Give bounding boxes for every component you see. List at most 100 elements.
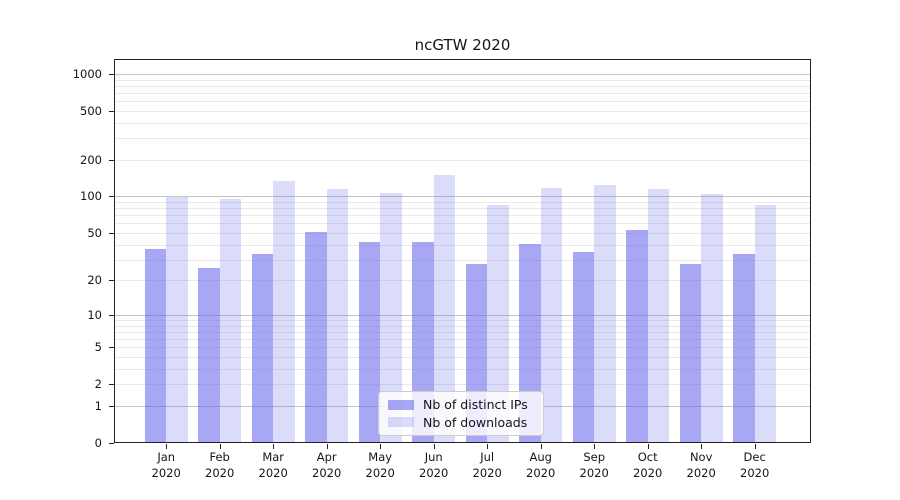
- gridline-900: [115, 79, 810, 81]
- y-tick-label-10: 10: [87, 307, 102, 322]
- y-tick-mark-100: [109, 196, 114, 198]
- y-tick-label-50: 50: [87, 225, 102, 240]
- gridline-9: [115, 320, 810, 321]
- bar-downloads-nov: [701, 193, 723, 442]
- x-tick-label-feb: Feb 2020: [205, 450, 235, 480]
- x-tick-mark-jul: [487, 444, 489, 449]
- legend-item-distinct-ips: Nb of distinct IPs: [388, 397, 534, 412]
- bar-downloads-jun: [433, 174, 456, 442]
- gridline-400: [115, 122, 810, 124]
- x-tick-label-dec: Dec 2020: [740, 450, 770, 480]
- gridline-100: [115, 196, 810, 198]
- y-tick-label-20: 20: [87, 273, 102, 288]
- legend-item-downloads: Nb of downloads: [388, 415, 534, 430]
- x-tick-mark-jan: [166, 444, 168, 449]
- gridline-200: [115, 159, 810, 161]
- x-tick-mark-jun: [433, 444, 435, 449]
- gridline-1000: [115, 73, 810, 75]
- gridline-20: [115, 280, 810, 282]
- gridline-500: [115, 110, 810, 112]
- x-tick-label-jan: Jan 2020: [151, 450, 181, 480]
- legend-label-downloads: Nb of downloads: [423, 414, 528, 430]
- x-tick-mark-aug: [540, 444, 542, 449]
- gridline-300: [115, 138, 810, 140]
- y-tick-mark-0: [109, 443, 114, 444]
- bar-distinct-ips-mar: [251, 253, 274, 442]
- bar-downloads-feb: [219, 198, 242, 442]
- y-tick-label-200: 200: [80, 152, 102, 167]
- bar-downloads-jan: [166, 196, 188, 442]
- gridline-3: [115, 368, 810, 370]
- bar-distinct-ips-dec: [733, 253, 755, 442]
- y-tick-mark-500: [109, 110, 114, 112]
- x-tick-mark-dec: [754, 444, 756, 449]
- gridline-5: [115, 347, 810, 349]
- y-tick-label-500: 500: [80, 103, 102, 118]
- gridline-70: [115, 215, 810, 217]
- x-tick-mark-sep: [594, 444, 596, 449]
- bar-downloads-dec: [754, 205, 777, 442]
- gridline-30: [115, 259, 810, 261]
- y-tick-mark-1: [109, 405, 114, 407]
- y-tick-label-2: 2: [94, 377, 102, 392]
- x-tick-mark-oct: [647, 444, 649, 449]
- y-tick-mark-1000: [109, 73, 114, 75]
- y-tick-mark-2: [109, 384, 114, 386]
- gridline-10: [115, 314, 810, 316]
- bar-distinct-ips-nov: [679, 264, 702, 442]
- legend: Nb of distinct IPs Nb of downloads: [378, 391, 544, 436]
- bar-distinct-ips-apr: [305, 231, 327, 442]
- y-tick-mark-10: [109, 314, 114, 316]
- gridline-80: [115, 208, 810, 210]
- x-tick-label-jun: Jun 2020: [419, 450, 449, 480]
- x-tick-mark-apr: [326, 444, 328, 449]
- x-tick-mark-nov: [701, 444, 703, 449]
- legend-label-distinct-ips: Nb of distinct IPs: [423, 397, 528, 413]
- y-tick-label-0: 0: [94, 436, 102, 450]
- gridline-6: [115, 339, 810, 341]
- y-tick-mark-200: [109, 159, 114, 161]
- gridline-8: [115, 325, 810, 327]
- gridline-90: [115, 202, 810, 204]
- y-tick-label-1: 1: [94, 398, 102, 413]
- bar-downloads-jul: [487, 205, 509, 442]
- x-tick-label-apr: Apr 2020: [312, 450, 342, 480]
- bar-downloads-mar: [273, 181, 295, 442]
- y-tick-mark-20: [109, 280, 114, 282]
- gridline-600: [115, 101, 810, 103]
- gridline-4: [115, 357, 810, 359]
- gridline-40: [115, 244, 810, 246]
- bar-distinct-ips-may: [358, 242, 381, 442]
- gridline-800: [115, 85, 810, 87]
- plot-area: [114, 59, 811, 443]
- x-tick-label-mar: Mar 2020: [258, 450, 288, 480]
- x-tick-label-aug: Aug 2020: [526, 450, 556, 480]
- x-tick-label-nov: Nov 2020: [686, 450, 716, 480]
- y-tick-mark-5: [109, 347, 114, 349]
- y-tick-label-1000: 1000: [72, 66, 102, 81]
- x-tick-label-oct: Oct 2020: [633, 450, 663, 480]
- x-tick-label-may: May 2020: [365, 450, 395, 480]
- bar-distinct-ips-sep: [572, 252, 595, 442]
- bar-distinct-ips-feb: [198, 267, 220, 442]
- y-tick-label-5: 5: [94, 340, 102, 355]
- bar-downloads-sep: [594, 185, 616, 442]
- gridline-60: [115, 223, 810, 225]
- chart-title: ncGTW 2020: [414, 36, 511, 54]
- y-tick-label-100: 100: [80, 189, 102, 204]
- bar-downloads-apr: [326, 189, 349, 442]
- x-tick-label-jul: Jul 2020: [472, 450, 502, 480]
- bar-distinct-ips-oct: [626, 229, 648, 442]
- x-tick-mark-feb: [219, 444, 221, 449]
- bar-downloads-aug: [540, 187, 563, 442]
- x-tick-mark-may: [380, 444, 382, 449]
- x-tick-mark-mar: [273, 444, 275, 449]
- gridline-2: [115, 384, 810, 386]
- legend-swatch-downloads: [388, 417, 414, 428]
- gridline-700: [115, 92, 810, 94]
- gridline-7: [115, 331, 810, 333]
- legend-swatch-distinct-ips: [388, 399, 414, 410]
- bar-downloads-oct: [647, 189, 670, 442]
- bar-downloads-may: [380, 192, 402, 442]
